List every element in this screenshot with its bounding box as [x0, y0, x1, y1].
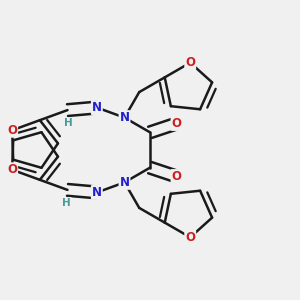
Text: N: N — [119, 111, 130, 124]
Text: H: H — [62, 198, 71, 208]
Text: O: O — [185, 56, 195, 69]
Text: O: O — [7, 124, 17, 137]
Text: O: O — [7, 163, 17, 176]
Text: N: N — [92, 101, 102, 114]
Text: O: O — [172, 170, 182, 183]
Text: O: O — [172, 117, 182, 130]
Text: H: H — [64, 118, 73, 128]
Text: N: N — [92, 186, 102, 199]
Text: O: O — [185, 231, 195, 244]
Text: N: N — [119, 176, 130, 189]
